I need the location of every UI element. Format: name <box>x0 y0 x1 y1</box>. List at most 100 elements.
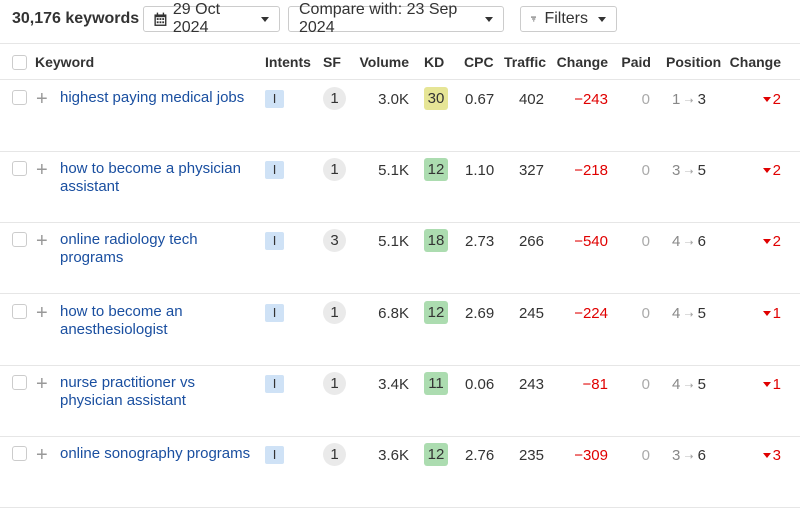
traffic: 402 <box>518 91 544 108</box>
cpc: 2.76 <box>465 447 495 464</box>
triangle-down-icon <box>762 239 771 245</box>
plus-icon[interactable]: + <box>36 301 48 324</box>
position-from: 4 <box>672 375 681 393</box>
sf-badge[interactable]: 1 <box>323 87 346 110</box>
keyword-link[interactable]: online sonography programs <box>60 445 251 462</box>
position-change: 2 <box>762 162 781 180</box>
kd-badge: 18 <box>424 229 448 253</box>
col-keyword[interactable]: Keyword <box>35 54 95 70</box>
row-checkbox[interactable] <box>12 303 27 319</box>
volume: 5.1K <box>378 162 409 180</box>
date-picker-button[interactable]: 29 Oct 2024 <box>143 1 280 36</box>
col-change[interactable]: Change <box>556 54 608 70</box>
chevron-down-icon <box>485 16 493 22</box>
intent-badge: I <box>265 374 284 393</box>
table-row: + online sonography programs I 1 3.6K 12… <box>0 437 800 508</box>
col-traffic[interactable]: Traffic <box>503 54 546 70</box>
sf-badge[interactable]: 3 <box>323 229 346 253</box>
position-change-value: 1 <box>772 375 781 393</box>
position: 3 ➝ 6 <box>672 447 706 464</box>
volume: 3.6K <box>378 447 409 464</box>
position-to: 5 <box>697 375 706 393</box>
sf-badge[interactable]: 1 <box>323 443 346 466</box>
position: 3 ➝ 5 <box>672 162 706 179</box>
compare-label: Compare with: 23 Sep 2024 <box>299 1 458 36</box>
col-cpc[interactable]: CPC <box>464 54 494 70</box>
row-checkbox[interactable] <box>12 232 27 248</box>
col-position[interactable]: Position <box>666 54 722 70</box>
table-row: + highest paying medical jobs I 1 3.0K 3… <box>0 81 800 152</box>
kd-badge: 12 <box>424 158 448 182</box>
arrow-right-icon: ➝ <box>684 166 694 179</box>
table-row: + online radiology tech programs I 3 5.1… <box>0 223 800 295</box>
paid: 0 <box>641 233 650 251</box>
triangle-down-icon <box>762 168 771 174</box>
sf-badge[interactable]: 1 <box>323 300 346 324</box>
volume: 3.0K <box>378 91 409 108</box>
compare-button[interactable]: Compare with: 23 Sep 2024 <box>288 1 504 36</box>
traffic: 245 <box>518 304 544 322</box>
intent-badge: I <box>265 161 284 180</box>
row-checkbox[interactable] <box>12 90 27 105</box>
chevron-down-icon <box>598 16 606 22</box>
table-row: + nurse practitioner vs physician assist… <box>0 366 800 437</box>
traffic-change: −218 <box>574 162 608 180</box>
kd-badge: 11 <box>424 371 448 395</box>
position-from: 1 <box>672 91 681 108</box>
arrow-right-icon: ➝ <box>684 95 694 107</box>
position-change-value: 3 <box>772 447 781 464</box>
chevron-down-icon <box>261 16 269 22</box>
plus-icon[interactable]: + <box>36 159 48 182</box>
paid: 0 <box>641 447 650 464</box>
position-from: 4 <box>672 233 681 251</box>
intent-badge: I <box>265 446 284 464</box>
table-row: + how to become a physician assistant I … <box>0 152 800 224</box>
row-checkbox[interactable] <box>12 374 27 390</box>
keyword-link[interactable]: nurse practitioner vs physician assistan… <box>60 373 196 409</box>
plus-icon[interactable]: + <box>36 444 48 466</box>
paid: 0 <box>641 91 650 108</box>
col-paid[interactable]: Paid <box>621 54 651 70</box>
position-change-value: 1 <box>772 304 781 322</box>
position-change: 3 <box>762 447 781 464</box>
keyword-link[interactable]: how to become an anesthesiologist <box>60 302 183 338</box>
traffic: 266 <box>518 233 544 251</box>
sf-badge[interactable]: 1 <box>323 371 346 395</box>
arrow-right-icon: ➝ <box>684 451 694 463</box>
kd-badge: 30 <box>424 87 448 110</box>
plus-icon[interactable]: + <box>36 230 48 253</box>
plus-icon[interactable]: + <box>36 372 48 395</box>
triangle-down-icon <box>762 310 771 316</box>
volume: 5.1K <box>378 233 409 251</box>
cpc: 2.73 <box>465 233 495 251</box>
kd-badge: 12 <box>424 300 448 324</box>
triangle-down-icon <box>762 381 771 387</box>
col-sf[interactable]: SF <box>323 54 341 70</box>
sf-badge[interactable]: 1 <box>323 158 346 182</box>
intent-badge: I <box>265 232 284 251</box>
volume: 6.8K <box>378 304 409 322</box>
position: 4 ➝ 5 <box>672 305 706 322</box>
row-checkbox[interactable] <box>12 446 27 461</box>
date-label: 29 Oct 2024 <box>172 1 221 36</box>
intent-badge: I <box>265 303 284 322</box>
position-from: 3 <box>672 162 681 180</box>
intent-badge: I <box>265 90 284 108</box>
keyword-link[interactable]: how to become a physician assistant <box>60 160 241 196</box>
row-checkbox[interactable] <box>12 161 27 177</box>
keyword-link[interactable]: online radiology tech programs <box>60 231 198 267</box>
keyword-link[interactable]: highest paying medical jobs <box>60 89 245 106</box>
traffic: 327 <box>518 162 544 180</box>
col-position-change[interactable]: Change <box>729 54 781 70</box>
cpc: 0.06 <box>465 375 495 393</box>
filters-button[interactable]: Filters <box>520 6 617 32</box>
col-intents[interactable]: Intents <box>265 54 311 70</box>
position-change-value: 2 <box>772 162 781 180</box>
plus-icon[interactable]: + <box>36 88 48 110</box>
arrow-right-icon: ➝ <box>684 308 694 321</box>
triangle-down-icon <box>762 97 771 102</box>
select-all-checkbox[interactable] <box>12 55 27 70</box>
kd-badge: 12 <box>424 443 448 466</box>
col-volume[interactable]: Volume <box>359 54 409 70</box>
col-kd[interactable]: KD <box>424 54 445 70</box>
